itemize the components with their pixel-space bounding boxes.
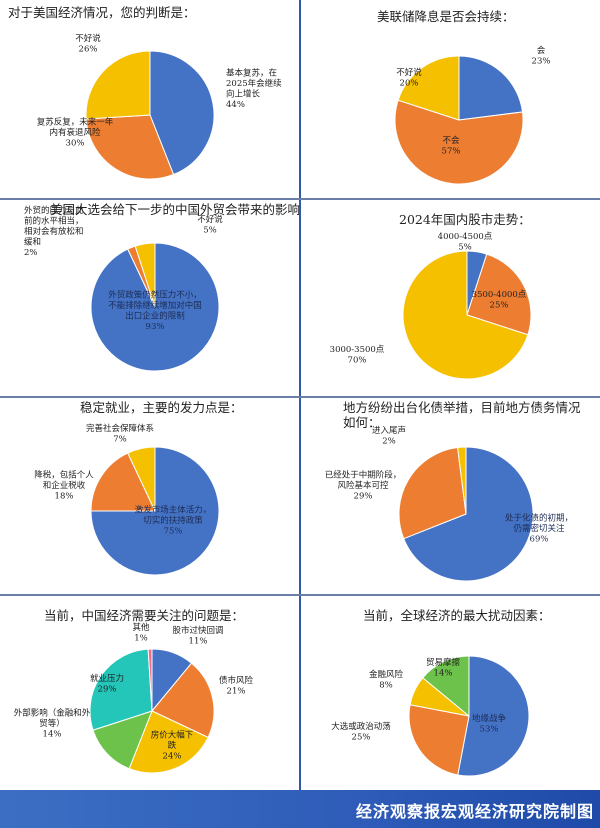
pie-slice (394, 99, 524, 185)
slice-label: 地缘战争 53% (472, 713, 507, 735)
slice-label: 不会 57% (442, 135, 461, 157)
pie-panel-china-issues: 当前，中国经济需要关注的问题是： 股市过快回调 11% 债市风险 21% 房价大幅下跌 24… (0, 596, 299, 790)
chart-title: 美国大选会给下一步的中国外贸会带来的影响： (50, 202, 299, 217)
pie-slice (397, 55, 460, 121)
slice-label: 大选或政治动荡 25% (331, 721, 391, 743)
slice-label: 外贸政策仍然压力不小，不能排除继续增加对中国出口企业的限制 93% (108, 289, 202, 332)
pie-slice (85, 50, 151, 120)
pie-chart-svg: 2024年国内股市走势： 4000-4500点 5% 3500-4000点 25% 300… (330, 212, 532, 380)
horizontal-divider-3 (0, 594, 600, 596)
slice-label: 基本复苏，在 2025年会继续向上增长 44% (226, 67, 282, 110)
horizontal-divider-1 (0, 198, 600, 200)
pie-panel-us-election-trade: 美国大选会给下一步的中国外贸会带来的影响： 外贸政策仍然压力不小，不能排除继续增加… (0, 200, 299, 396)
pie-slice (402, 250, 529, 380)
chart-title: 当前，中国经济需要关注的问题是： (44, 608, 244, 623)
slice-label: 就业压力 29% (90, 673, 124, 695)
slice-label: 激发市场主体活力，切实的扶持政策 75% (135, 505, 212, 537)
pie-panel-us-economy: 对于美国经济情况，您的判断是： 基本复苏，在 2025年会继续向上增长 44% 复苏反复… (0, 0, 299, 198)
pie-slice (457, 446, 467, 515)
pie-panel-fed-rate-cut: 美联储降息是否会持续： 会 23% 不会 57% 不好说 20% (301, 0, 600, 198)
pie-chart-svg: 美联储降息是否会持续： 会 23% 不会 57% 不好说 20% (377, 9, 551, 185)
pie-slice (90, 452, 156, 512)
pie-panel-employment: 稳定就业，主要的发力点是： 激发市场主体活力，切实的扶持政策 75% 降税，包括个人和… (0, 398, 299, 594)
pie-slice (147, 648, 153, 712)
pie-slice (403, 446, 534, 582)
pie-slice (149, 50, 215, 176)
pie-slice (408, 704, 470, 776)
slice-label: 已经处于中期阶段，风险基本可控 29% (325, 470, 402, 502)
slice-label: 4000-4500点 5% (438, 232, 493, 253)
pie-chart-svg: 当前，中国经济需要关注的问题是： 股市过快回调 11% 债市风险 21% 房价大幅下跌 24… (14, 608, 254, 774)
chart-title: 当前，全球经济的最大扰动因素： (363, 608, 551, 623)
chart-title: 稳定就业，主要的发力点是： (80, 400, 243, 415)
slice-label: 金融风险 8% (369, 669, 404, 691)
slice-label: 会 23% (532, 45, 551, 67)
pie-panel-global-disruption: 当前，全球经济的最大扰动因素： 地缘战争 53% 大选或政治动荡 25% 金融风险 8% 贸易… (301, 596, 600, 790)
slice-label: 3000-3500点 70% (330, 345, 385, 366)
pie-slice (457, 655, 530, 777)
footer-credit: 经济观察报宏观经济研究院制图 (355, 802, 594, 821)
chart-title: 对于美国经济情况，您的判断是： (8, 5, 196, 20)
pie-slice (398, 446, 467, 540)
pie-slice (127, 446, 156, 512)
pie-chart-svg: 当前，全球经济的最大扰动因素： 地缘战争 53% 大选或政治动荡 25% 金融风险 8% 贸易… (331, 608, 551, 777)
pie-slice (151, 662, 215, 739)
slice-label: 房价大幅下跌 24% (151, 730, 194, 762)
slice-label: 不好说 26% (75, 33, 101, 55)
chart-title: 美联储降息是否会持续： (377, 9, 515, 24)
slice-label: 不好说 5% (197, 214, 223, 236)
horizontal-divider-2 (0, 396, 600, 398)
pie-slice (85, 114, 175, 180)
slice-label: 股市过快回调 11% (172, 625, 223, 647)
footer-banner: 经济观察报宏观经济研究院制图 (0, 790, 600, 828)
slice-label: 降税，包括个人和企业税收 18% (34, 470, 94, 502)
chart-title: 2024年国内股市走势： (399, 212, 531, 227)
slice-label: 其他 1% (132, 622, 150, 644)
slice-label: 复苏反复，未来一年内有衰退风险 30% (37, 117, 114, 149)
pie-chart-svg: 稳定就业，主要的发力点是： 激发市场主体活力，切实的扶持政策 75% 降税，包括个人和… (34, 400, 243, 576)
pie-slice (422, 655, 470, 718)
pie-slice (134, 242, 156, 308)
slice-label: 3500-4000点 25% (472, 290, 527, 311)
pie-panel-stock-market: 2024年国内股市走势： 4000-4500点 5% 3500-4000点 25% 300… (301, 200, 600, 396)
chart-grid: 对于美国经济情况，您的判断是： 基本复苏，在 2025年会继续向上增长 44% 复苏反复… (0, 0, 600, 790)
slice-label: 完善社会保障体系 7% (86, 423, 154, 445)
vertical-divider (299, 0, 301, 790)
slice-label: 不好说 20% (396, 67, 422, 89)
pie-slice (128, 710, 209, 774)
pie-slice (90, 446, 220, 576)
pie-chart-svg: 地方纷纷出台化债举措，目前地方债务情况如何： 处于化债的初期，仍需密切关注 69% 已… (325, 400, 581, 582)
chart-title: 地方纷纷出台化债举措，目前地方债务情况如何： (343, 400, 581, 430)
pie-slice (458, 55, 524, 121)
pie-slice (466, 253, 532, 336)
slice-label: 进入尾声 2% (372, 425, 406, 447)
slice-label: 处于化债的初期，仍需密切关注 69% (505, 513, 573, 545)
pie-chart-svg: 对于美国经济情况，您的判断是： 基本复苏，在 2025年会继续向上增长 44% 复苏反复… (8, 5, 282, 180)
slice-label: 外贸的压力与此前的水平相当，相对会有放松和缓和 2% (24, 205, 84, 258)
pie-slice (89, 648, 153, 731)
slice-label: 贸易摩擦 14% (426, 657, 461, 679)
pie-chart-svg: 美国大选会给下一步的中国外贸会带来的影响： 外贸政策仍然压力不小，不能排除继续增加… (24, 202, 299, 372)
pie-panel-local-debt: 地方纷纷出台化债举措，目前地方债务情况如何： 处于化债的初期，仍需密切关注 69% 已… (301, 398, 600, 594)
slice-label: 外部影响（金融和外贸等） 14% (14, 708, 91, 740)
slice-label: 债市风险 21% (219, 675, 254, 697)
